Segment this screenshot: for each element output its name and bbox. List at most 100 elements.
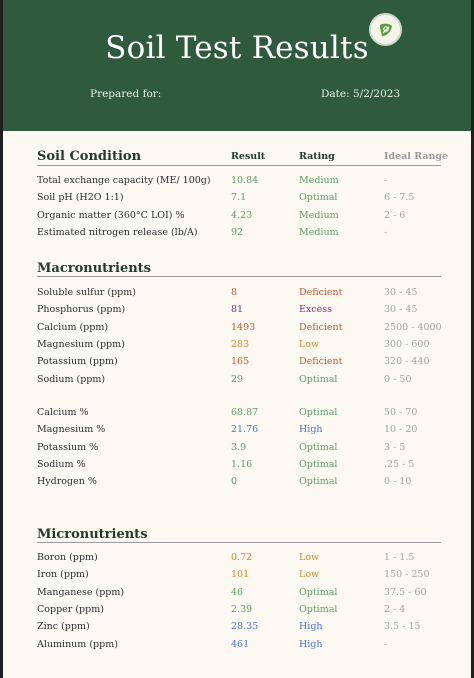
table-row: Sodium (ppm) 29 Optimal 0 - 50 (3, 374, 471, 390)
row-rating: Optimal (299, 586, 338, 598)
row-result: 461 (231, 638, 250, 650)
row-rating: Optimal (299, 603, 338, 615)
row-label: Sodium (ppm) (37, 373, 106, 385)
row-result: 4.23 (231, 209, 253, 221)
row-ideal-range: 6 - 7.5 (384, 192, 415, 204)
row-label: Soluble sulfur (ppm) (37, 287, 136, 298)
row-ideal-range: 320 - 440 (384, 356, 430, 368)
row-result: 165 (231, 356, 250, 368)
row-ideal-range: - (384, 226, 388, 238)
row-result: 29 (231, 373, 244, 385)
row-rating: Optimal (299, 476, 338, 488)
section-title-soil-condition: Soil Condition (37, 149, 142, 164)
row-rating: High (299, 424, 323, 436)
table-row: Estimated nitrogen release (lb/A) 92 Mediu… (3, 227, 471, 243)
row-label: Magnesium % (37, 424, 106, 436)
row-ideal-range: .25 - 5 (384, 458, 415, 470)
row-result: 68.87 (231, 407, 259, 418)
row-result: 81 (231, 304, 244, 316)
row-ideal-range: 50 - 70 (384, 407, 418, 418)
row-rating: Excess (299, 304, 332, 316)
row-rating: Optimal (299, 373, 338, 385)
table-row: Calcium % 68.87 Optimal 50 - 70 (3, 407, 471, 423)
row-label: Iron (ppm) (37, 569, 89, 581)
row-result: 3.9 (231, 441, 247, 453)
row-label: Potassium (ppm) (37, 356, 118, 368)
report-page: Soil Test Results Prepared for: Date: 5/… (3, 0, 471, 678)
table-row: Zinc (ppm) 28.35 High 3.5 - 15 (3, 621, 471, 637)
section-title-micronutrients: Micronutrients (37, 527, 148, 542)
table-row: Total exchange capacity (ME/ 100g) 10.84 M… (3, 175, 471, 191)
table-row: Copper (ppm) 2.39 Optimal 2 - 4 (3, 604, 471, 620)
row-rating: Medium (299, 226, 339, 238)
row-result: 7.1 (231, 192, 247, 204)
row-ideal-range: 1 - 1.5 (384, 552, 415, 563)
row-result: 1.16 (231, 458, 253, 470)
row-ideal-range: 150 - 250 (384, 569, 430, 581)
row-result: 283 (231, 338, 250, 350)
row-ideal-range: - (384, 175, 388, 186)
row-label: Sodium % (37, 458, 86, 470)
table-row: Soil pH (H2O 1:1) 7.1 Optimal 6 - 7.5 (3, 192, 471, 208)
table-row: Magnesium % 21.76 High 10 - 20 (3, 424, 471, 440)
row-label: Calcium (ppm) (37, 321, 109, 333)
report-header: Soil Test Results Prepared for: Date: 5/… (3, 0, 471, 131)
report-date: Date: 5/2/2023 (321, 88, 401, 100)
row-rating: Optimal (299, 192, 338, 204)
row-ideal-range: 0 - 50 (384, 373, 412, 385)
row-rating: Low (299, 552, 320, 563)
row-ideal-range: 30 - 45 (384, 304, 418, 316)
section-divider (37, 276, 441, 277)
row-rating: Medium (299, 209, 339, 221)
table-row: Potassium % 3.9 Optimal 3 - 5 (3, 442, 471, 458)
table-row: Aluminum (ppm) 461 High - (3, 639, 471, 655)
row-result: 0 (231, 476, 238, 488)
row-ideal-range: 0 - 10 (384, 476, 412, 488)
row-rating: Low (299, 569, 320, 581)
row-rating: Optimal (299, 407, 338, 418)
row-rating: Deficient (299, 321, 343, 333)
prepared-for: Prepared for: (90, 88, 162, 100)
row-rating: Deficient (299, 287, 343, 298)
row-rating: High (299, 621, 323, 633)
table-row: Organic matter (360°C LOI) % 4.23 Medium 2 … (3, 210, 471, 226)
row-result: 101 (231, 569, 250, 581)
row-result: 92 (231, 226, 244, 238)
row-ideal-range: - (384, 638, 388, 650)
table-row: Potassium (ppm) 165 Deficient 320 - 440 (3, 356, 471, 372)
row-label: Potassium % (37, 441, 99, 453)
row-rating: High (299, 638, 323, 650)
row-rating: Optimal (299, 458, 338, 470)
row-label: Soil pH (H2O 1:1) (37, 192, 124, 204)
table-row: Boron (ppm) 0.72 Low 1 - 1.5 (3, 552, 471, 568)
column-header-result: Result (231, 151, 266, 162)
row-label: Hydrogen % (37, 476, 97, 488)
row-label: Manganese (ppm) (37, 586, 125, 598)
row-rating: Medium (299, 175, 339, 186)
row-result: 28.35 (231, 621, 259, 633)
row-ideal-range: 37.5 - 60 (384, 586, 427, 598)
column-header-ideal: Ideal Range (384, 151, 449, 162)
row-result: 8 (231, 287, 238, 298)
table-row: Calcium (ppm) 1493 Deficient 2500 - 4000 (3, 322, 471, 338)
row-rating: Low (299, 338, 320, 350)
section-divider (37, 165, 441, 166)
row-label: Total exchange capacity (ME/ 100g) (37, 175, 211, 186)
row-label: Magnesium (ppm) (37, 338, 125, 350)
row-ideal-range: 2500 - 4000 (384, 321, 442, 333)
table-row: Sodium % 1.16 Optimal .25 - 5 (3, 459, 471, 475)
row-label: Organic matter (360°C LOI) % (37, 209, 185, 221)
row-ideal-range: 3.5 - 15 (384, 621, 421, 633)
row-result: 46 (231, 586, 244, 598)
leaf-seal-icon (369, 13, 402, 46)
section-title-macronutrients: Macronutrients (37, 261, 151, 276)
row-result: 10.84 (231, 175, 259, 186)
row-label: Estimated nitrogen release (lb/A) (37, 226, 198, 238)
row-label: Boron (ppm) (37, 552, 98, 563)
table-row: Hydrogen % 0 Optimal 0 - 10 (3, 476, 471, 492)
row-ideal-range: 3 - 5 (384, 441, 406, 453)
row-label: Calcium % (37, 407, 89, 418)
table-row: Manganese (ppm) 46 Optimal 37.5 - 60 (3, 587, 471, 603)
row-ideal-range: 2 - 6 (384, 209, 406, 221)
row-ideal-range: 2 - 4 (384, 603, 406, 615)
